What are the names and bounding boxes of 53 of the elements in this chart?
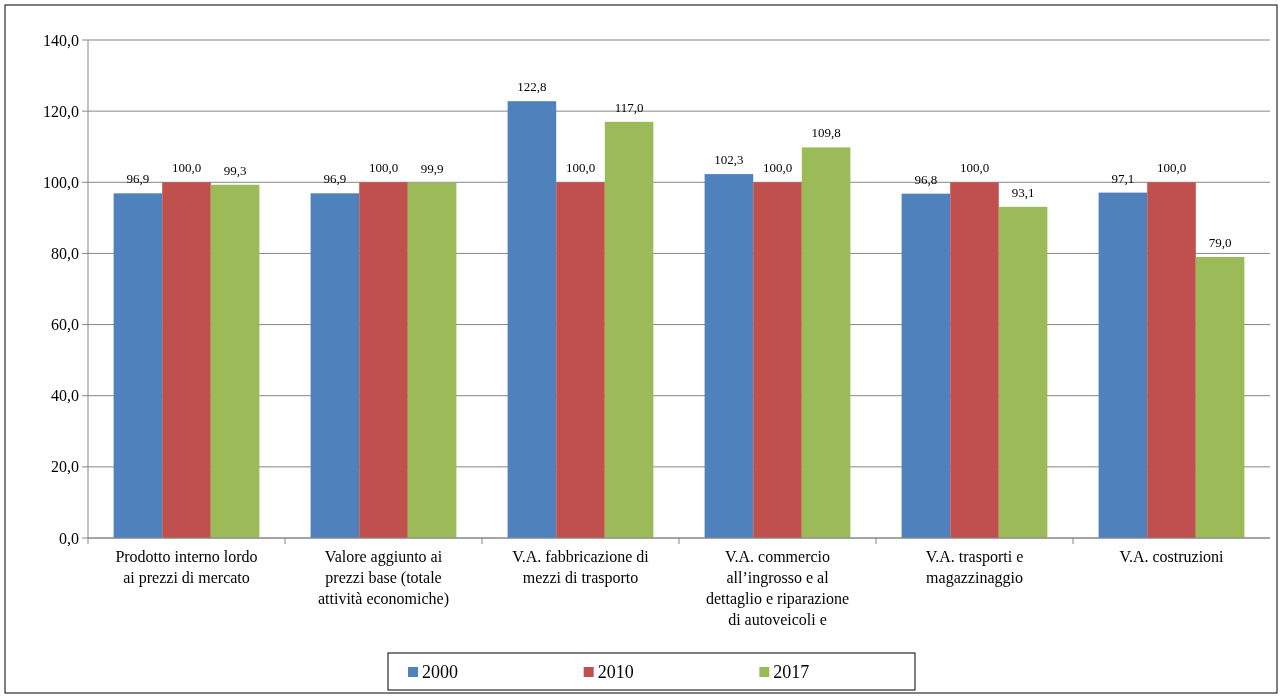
- data-label: 100,0: [565, 160, 596, 176]
- x-tick-label: V.A. commercio all’ingrosso e al dettaglio e riparazione di autoveicoli e: [705, 548, 850, 628]
- bar: [310, 193, 360, 538]
- y-tick-label: 140,0: [43, 31, 79, 49]
- y-tick-label: 80,0: [51, 245, 79, 263]
- data-label: 100,0: [171, 160, 202, 176]
- x-tick-label: V.A. costruzioni: [1119, 548, 1225, 565]
- data-label: 99,9: [420, 160, 444, 176]
- bar: [901, 193, 951, 538]
- y-tick-label: 40,0: [51, 387, 79, 405]
- bar: [407, 182, 457, 538]
- y-tick-label: 120,0: [43, 102, 79, 120]
- data-label: 96,9: [323, 171, 347, 187]
- bar: [704, 174, 754, 538]
- data-label: 122,8: [517, 79, 547, 95]
- data-label: 79,0: [1208, 234, 1232, 250]
- y-tick-label: 100,0: [43, 173, 79, 191]
- bar: [950, 182, 999, 538]
- data-label: 102,3: [714, 152, 744, 168]
- y-tick-label: 60,0: [51, 316, 79, 334]
- bar: [113, 193, 163, 538]
- data-label: 99,3: [223, 162, 247, 178]
- bar: [359, 182, 408, 538]
- legend-label: 2010: [597, 662, 634, 683]
- bar: [1098, 192, 1148, 538]
- data-label: 97,1: [1111, 170, 1135, 186]
- data-label: 100,0: [762, 160, 793, 176]
- legend-label: 2017: [773, 662, 810, 683]
- bar: [556, 182, 605, 538]
- bar: [1147, 182, 1196, 538]
- y-tick-label: 20,0: [51, 458, 79, 476]
- x-tick-label: V.A. fabbricazione di mezzi di trasporto: [512, 548, 650, 587]
- bar: [162, 182, 211, 538]
- x-tick-label: Prodotto interno lordo ai prezzi di mercato: [115, 548, 258, 587]
- y-tick-label: 0,0: [59, 529, 79, 547]
- legend-label: 2000: [422, 662, 458, 683]
- bar: [801, 147, 851, 538]
- bar: [998, 206, 1048, 538]
- data-label: 96,8: [914, 171, 938, 187]
- bar: [210, 184, 260, 538]
- bar: [507, 101, 557, 538]
- bar: [604, 121, 654, 538]
- data-label: 109,8: [811, 125, 841, 141]
- x-tick-label: V.A. trasporti e magazzinaggio: [925, 548, 1024, 587]
- bar: [753, 182, 802, 538]
- data-label: 100,0: [1156, 160, 1187, 176]
- data-label: 96,9: [126, 171, 150, 187]
- data-label: 100,0: [368, 160, 399, 176]
- bar: [1195, 256, 1245, 538]
- data-label: 93,1: [1011, 184, 1035, 200]
- x-tick-label: Valore aggiunto ai prezzi base (totale attività economiche): [317, 548, 450, 608]
- data-label: 117,0: [614, 99, 644, 115]
- data-label: 100,0: [959, 160, 990, 176]
